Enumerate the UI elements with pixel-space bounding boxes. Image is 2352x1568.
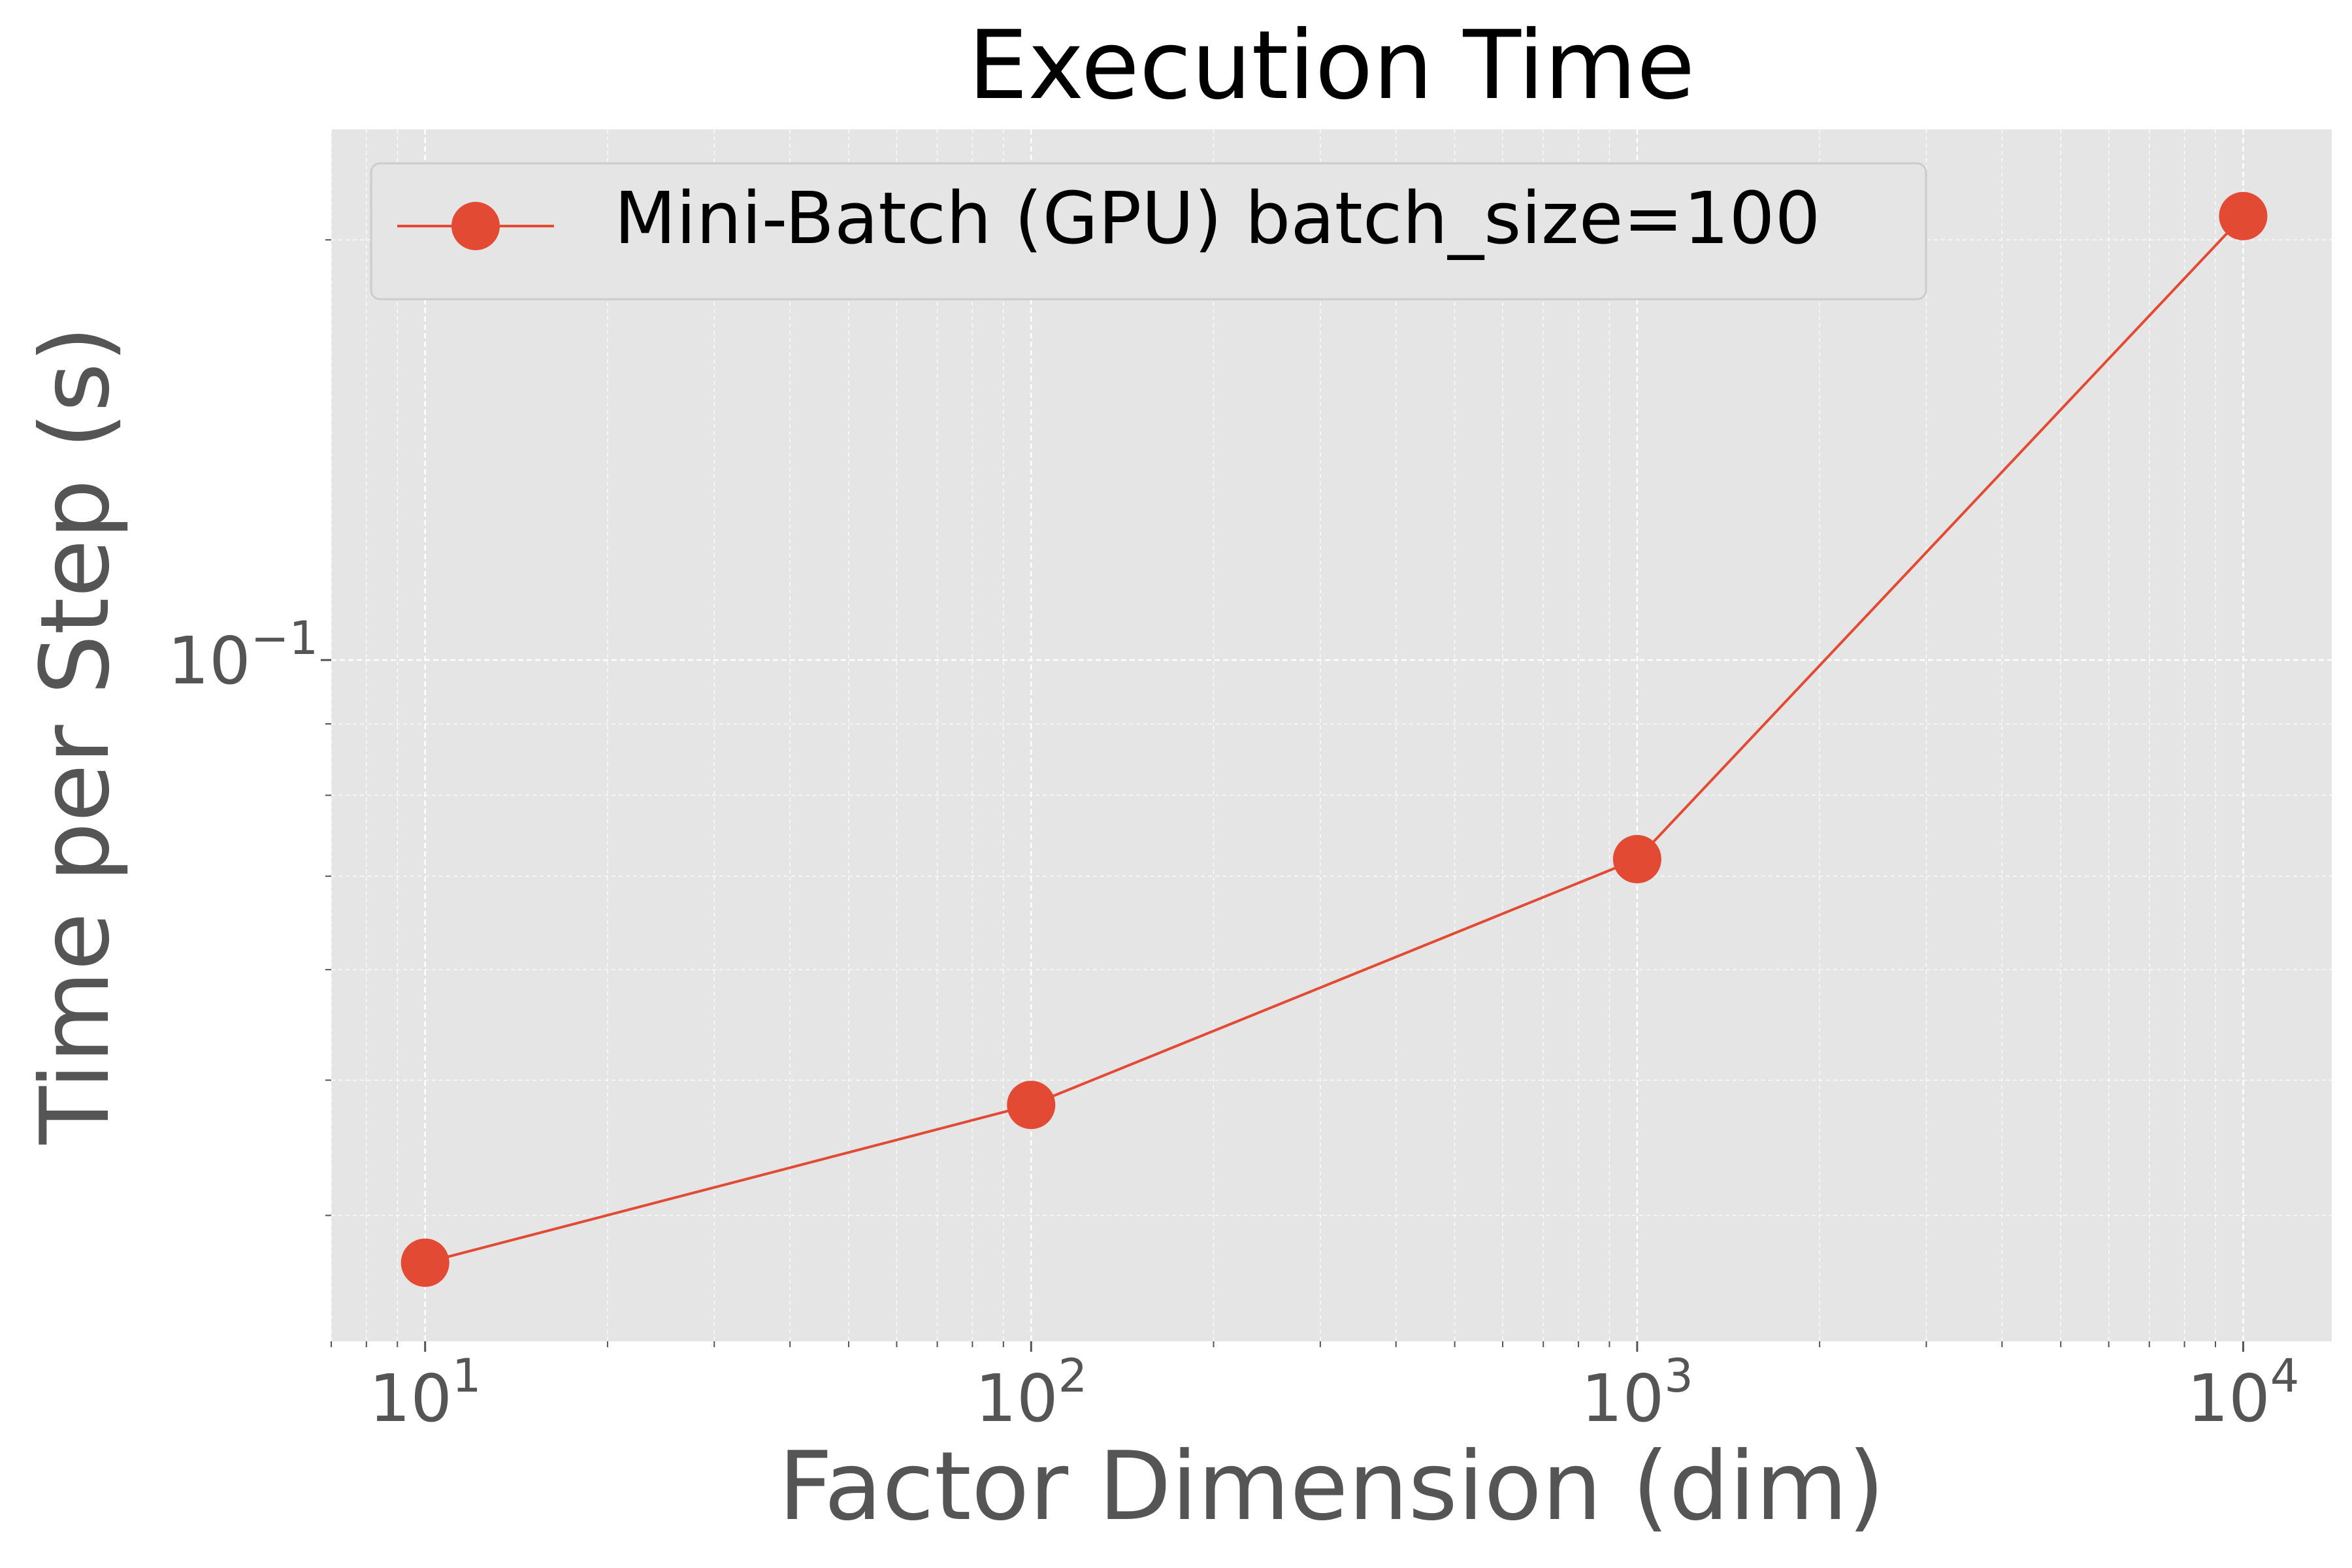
plot-background — [331, 129, 2332, 1341]
data-point — [1612, 835, 1661, 884]
data-point — [2219, 191, 2268, 240]
legend-label: Mini-Batch (GPU) batch_size=100 — [614, 176, 1821, 260]
x-axis-label: Factor Dimension (dim) — [778, 1431, 1884, 1542]
data-point — [400, 1238, 449, 1287]
y-axis-ticks: 10−1 — [168, 239, 331, 1217]
legend: Mini-Batch (GPU) batch_size=100 — [370, 162, 1927, 301]
y-axis-label: Time per Step (s) — [20, 326, 131, 1145]
y-tick-label: 10−1 — [168, 612, 318, 699]
series-layer — [400, 191, 2268, 1287]
chart-title: Execution Time — [968, 10, 1695, 121]
x-tick-label: 103 — [1581, 1349, 1693, 1437]
x-tick-label: 104 — [2187, 1349, 2300, 1437]
data-point — [1007, 1081, 1056, 1130]
x-tick-label: 102 — [975, 1349, 1087, 1437]
x-axis-ticks: 101 102 103 104 — [331, 1341, 2299, 1437]
legend-box — [370, 162, 1927, 301]
minor-grid-x — [331, 129, 2216, 1341]
major-grid-x — [424, 129, 2244, 1341]
legend-marker — [451, 202, 500, 250]
series-line — [425, 215, 2244, 1264]
x-tick-label: 101 — [369, 1349, 482, 1437]
